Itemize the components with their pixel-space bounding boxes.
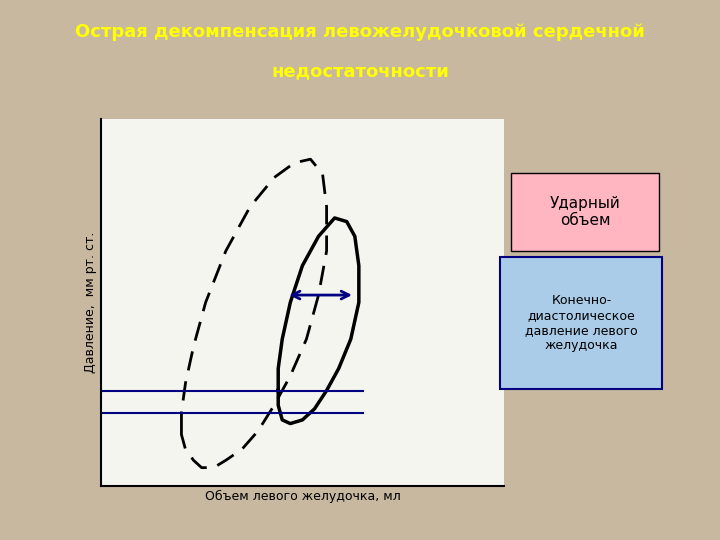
Y-axis label: Давление,  мм рт. ст.: Давление, мм рт. ст. xyxy=(84,232,96,373)
Text: Острая декомпенсация левожелудочковой сердечной: Острая декомпенсация левожелудочковой се… xyxy=(75,23,645,41)
FancyBboxPatch shape xyxy=(500,256,662,389)
X-axis label: Объем левого желудочка, мл: Объем левого желудочка, мл xyxy=(204,490,400,503)
Text: недостаточности: недостаточности xyxy=(271,63,449,80)
FancyBboxPatch shape xyxy=(511,173,659,251)
Text: Ударный
объем: Ударный объем xyxy=(549,195,621,228)
Text: Конечно-
диастолическое
давление левого
желудочка: Конечно- диастолическое давление левого … xyxy=(525,294,638,352)
